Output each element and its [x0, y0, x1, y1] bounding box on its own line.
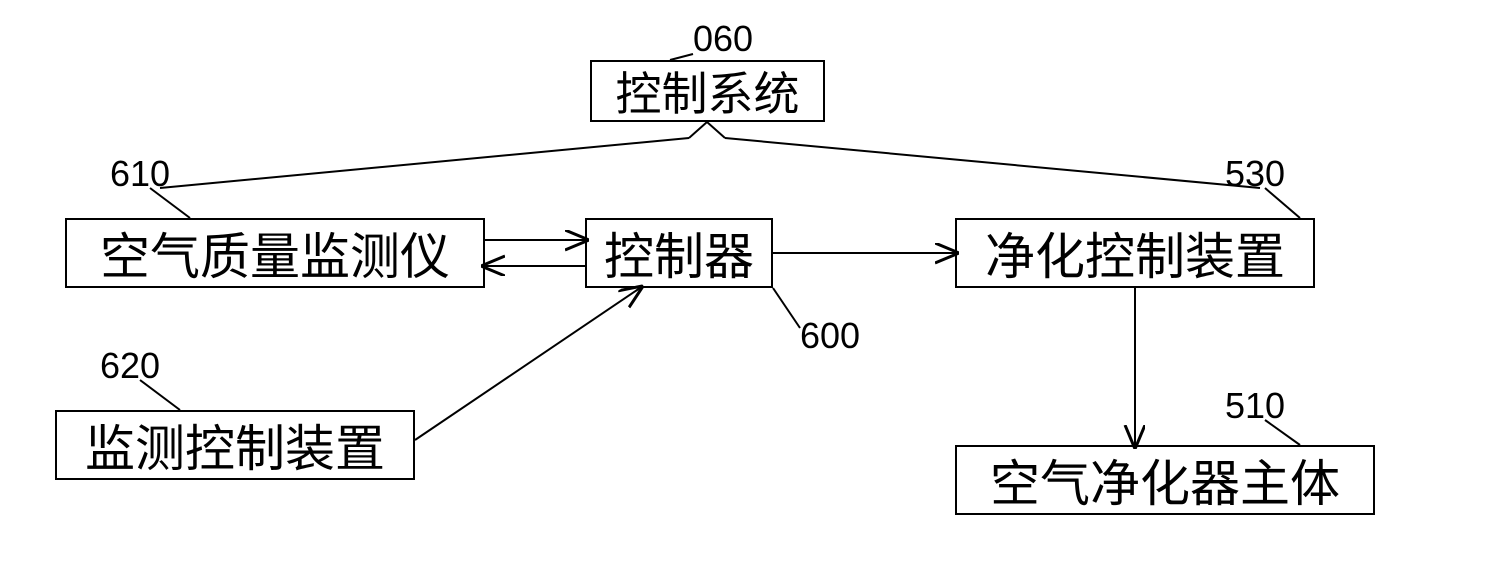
node-text-purification_control_device: 净化控制装置	[985, 217, 1285, 289]
node-id-control_system: 060	[693, 18, 753, 60]
node-text-controller: 控制器	[604, 217, 754, 289]
node-text-monitoring_control_device: 监测控制装置	[85, 409, 385, 481]
node-controller: 控制器	[585, 218, 773, 288]
node-air_purifier_body: 空气净化器主体	[955, 445, 1375, 515]
diagram-stage: 控制系统060 空气质量监测仪 610 控制器 600 净化控制装置 530 监测控制装置 62…	[0, 0, 1490, 565]
node-control_system: 控制系统	[590, 60, 825, 122]
node-monitoring_control_device: 监测控制装置	[55, 410, 415, 480]
node-air_quality_monitor: 空气质量监测仪	[65, 218, 485, 288]
node-id-purification_control_device: 530	[1225, 153, 1285, 195]
node-id-controller: 600	[800, 315, 860, 357]
node-text-air_quality_monitor: 空气质量监测仪	[100, 217, 450, 289]
node-id-air_purifier_body: 510	[1225, 385, 1285, 427]
node-id-monitoring_control_device: 620	[100, 345, 160, 387]
node-text-control_system: 控制系统	[616, 58, 800, 124]
node-purification_control_device: 净化控制装置	[955, 218, 1315, 288]
node-id-air_quality_monitor: 610	[110, 153, 170, 195]
node-text-air_purifier_body: 空气净化器主体	[990, 444, 1340, 516]
